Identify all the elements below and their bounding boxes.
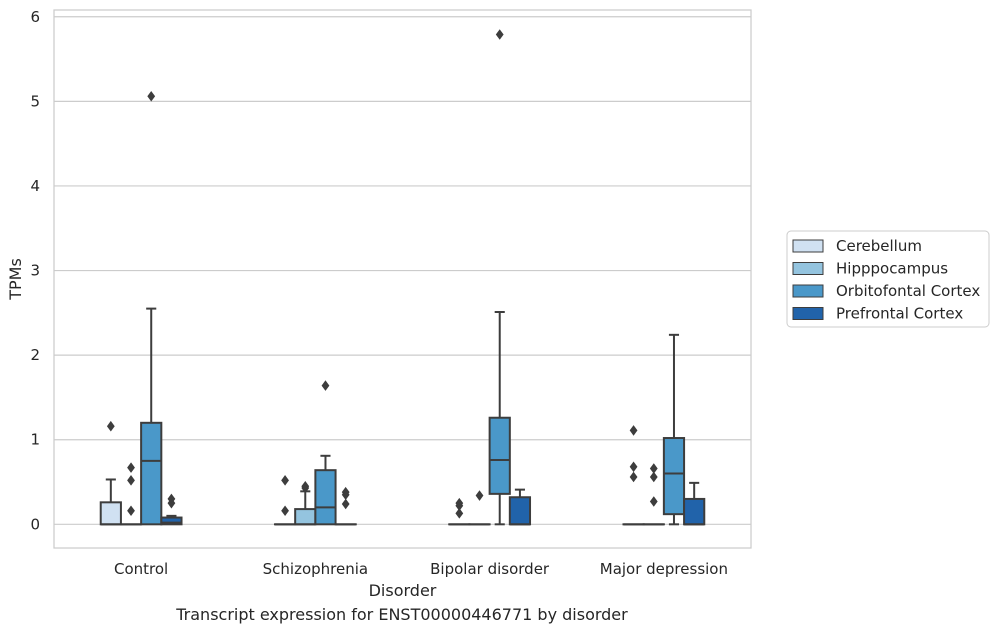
chart-caption: Transcript expression for ENST0000044677… bbox=[176, 605, 628, 624]
x-axis-ticks: Control Schizophrenia Bipolar disorder Majo… bbox=[114, 560, 728, 578]
box-cerebellum-0 bbox=[99, 420, 122, 526]
outlier-point bbox=[649, 496, 658, 507]
box-iqr bbox=[683, 497, 706, 526]
box-prefrontal-cortex-1 bbox=[334, 486, 357, 526]
box-orbitofontal-cortex-1 bbox=[314, 380, 337, 526]
outlier-point bbox=[341, 486, 350, 498]
box-orbitofontal-cortex-0 bbox=[140, 91, 163, 526]
box-orbitofontal-cortex-3 bbox=[662, 333, 686, 526]
box-iqr bbox=[140, 421, 163, 526]
legend-label: Hipppocampus bbox=[836, 260, 948, 278]
legend-frame bbox=[786, 230, 990, 328]
outlier-point bbox=[127, 462, 135, 473]
x-tick-label: Schizophrenia bbox=[263, 560, 368, 578]
x-tick-label: Control bbox=[114, 560, 168, 578]
legend: Cerebellum Hipppocampus Orbitofontal Corte… bbox=[786, 230, 990, 328]
y-tick-label: 0 bbox=[30, 515, 40, 533]
outlier-point bbox=[301, 480, 310, 492]
y-tick-label: 5 bbox=[30, 92, 40, 110]
box-iqr bbox=[99, 501, 122, 526]
outlier-point bbox=[495, 29, 504, 40]
outlier-point bbox=[455, 497, 464, 509]
box-iqr bbox=[508, 496, 532, 526]
outlier-point bbox=[281, 475, 289, 486]
plot-area bbox=[99, 29, 706, 526]
box-cerebellum-3 bbox=[622, 425, 645, 526]
outlier-point bbox=[649, 463, 658, 474]
outlier-point bbox=[127, 475, 135, 486]
x-axis-label: Disorder bbox=[369, 581, 437, 600]
box-iqr bbox=[160, 516, 183, 526]
box-prefrontal-cortex-0 bbox=[160, 493, 183, 526]
outlier-point bbox=[629, 425, 638, 436]
y-tick-label: 1 bbox=[30, 431, 40, 449]
box-hipppocampus-3 bbox=[642, 463, 665, 526]
outlier-point bbox=[147, 91, 156, 102]
outlier-point bbox=[341, 498, 350, 510]
legend-label: Cerebellum bbox=[836, 237, 922, 255]
box-iqr bbox=[314, 469, 337, 526]
outlier-point bbox=[649, 471, 658, 483]
box-prefrontal-cortex-2 bbox=[508, 488, 532, 526]
y-axis-label: TPMs bbox=[6, 258, 25, 301]
outlier-point bbox=[281, 505, 289, 517]
legend-swatch bbox=[792, 239, 824, 253]
x-tick-label: Major depression bbox=[600, 560, 728, 578]
box-orbitofontal-cortex-2 bbox=[488, 29, 511, 526]
outlier-point bbox=[455, 508, 464, 519]
x-tick-label: Bipolar disorder bbox=[430, 560, 550, 578]
legend-swatch bbox=[792, 262, 824, 275]
y-tick-label: 3 bbox=[30, 262, 40, 280]
outlier-point bbox=[106, 420, 115, 432]
box-iqr bbox=[294, 508, 317, 526]
y-tick-label: 2 bbox=[30, 346, 40, 364]
box-hipppocampus-0 bbox=[119, 462, 143, 526]
box-cerebellum-2 bbox=[448, 497, 471, 526]
y-tick-label: 6 bbox=[30, 8, 40, 26]
legend-swatch bbox=[792, 284, 824, 298]
legend-swatch bbox=[792, 307, 824, 320]
box-prefrontal-cortex-3 bbox=[683, 481, 706, 526]
gridlines bbox=[54, 16, 751, 525]
outlier-point bbox=[321, 380, 330, 391]
outlier-point bbox=[475, 490, 484, 501]
outlier-point bbox=[167, 493, 176, 505]
box-iqr bbox=[488, 416, 511, 495]
box-cerebellum-1 bbox=[273, 475, 297, 526]
box-iqr bbox=[662, 437, 686, 516]
box-hipppocampus-1 bbox=[294, 480, 317, 526]
y-tick-label: 4 bbox=[30, 177, 40, 195]
plot-frame bbox=[53, 9, 752, 549]
box-hipppocampus-2 bbox=[468, 490, 491, 526]
y-axis-ticks: 0 1 2 3 4 5 6 bbox=[30, 8, 40, 534]
outlier-point bbox=[629, 471, 638, 483]
legend-label: Orbitofontal Cortex bbox=[836, 282, 980, 300]
outlier-point bbox=[629, 461, 638, 473]
outlier-point bbox=[127, 505, 135, 517]
legend-label: Prefrontal Cortex bbox=[836, 305, 963, 323]
